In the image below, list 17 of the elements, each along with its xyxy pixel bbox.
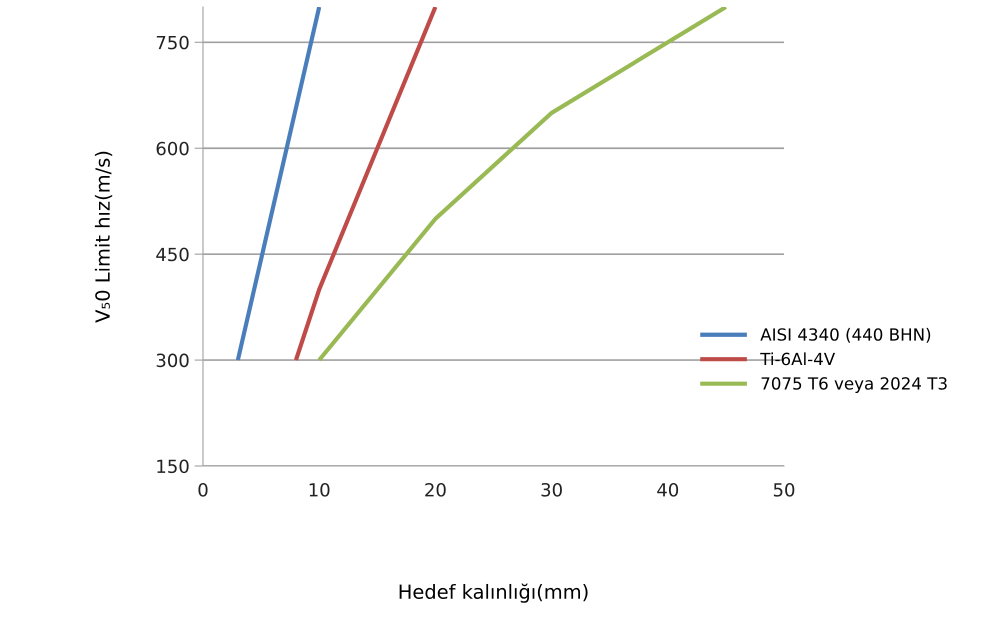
y-tick-label: 600 xyxy=(156,142,189,156)
y-tick-label: 150 xyxy=(157,459,189,474)
legend-label: Ti-6Al-4V xyxy=(760,352,836,366)
y-tick-label: 750 xyxy=(156,36,189,50)
x-tick-label: 40 xyxy=(657,482,678,497)
x-tick-label: 30 xyxy=(541,482,562,497)
x-tick-label: 10 xyxy=(310,482,330,497)
x-tick-label: 20 xyxy=(425,482,446,497)
line-series xyxy=(317,7,728,362)
y-axis-title: V₅0 Limit hız(m/s) xyxy=(94,152,112,323)
x-tick-label: 0 xyxy=(198,482,208,497)
legend-label: AISI 4340 (440 BHN) xyxy=(760,328,930,343)
legend-label: 7075 T6 veya 2024 T3 xyxy=(762,377,947,393)
y-tick-label: 300 xyxy=(156,354,189,368)
y-tick-label: 450 xyxy=(156,248,189,262)
x-tick-label: 50 xyxy=(774,482,794,497)
x-axis-title: Hedef kalınlığı(mm) xyxy=(400,583,588,603)
